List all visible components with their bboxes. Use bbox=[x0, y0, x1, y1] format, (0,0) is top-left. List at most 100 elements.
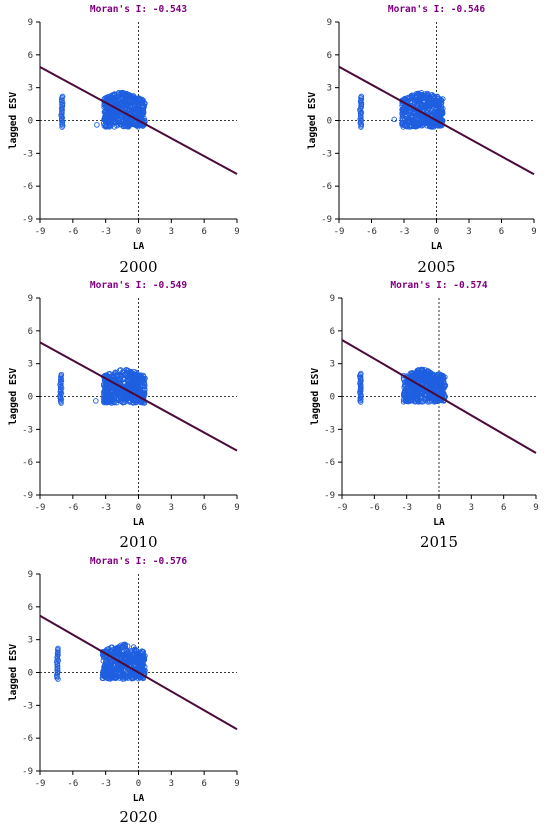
data-point bbox=[109, 669, 115, 676]
data-point bbox=[112, 393, 118, 400]
data-point bbox=[114, 373, 120, 380]
data-point bbox=[408, 370, 415, 377]
y-tick-label: 6 bbox=[327, 51, 332, 61]
data-point bbox=[115, 110, 121, 117]
data-point bbox=[420, 115, 427, 121]
data-point bbox=[120, 101, 126, 108]
data-point bbox=[126, 381, 133, 388]
data-point bbox=[129, 393, 135, 400]
data-point bbox=[103, 389, 110, 395]
x-tick-label: 6 bbox=[201, 503, 206, 513]
data-point bbox=[110, 399, 117, 405]
data-point bbox=[139, 649, 146, 655]
data-point bbox=[391, 116, 398, 123]
y-tick-label: 6 bbox=[28, 603, 33, 613]
y-tick-label: 9 bbox=[28, 18, 33, 28]
y-tick-label: 9 bbox=[327, 18, 332, 28]
x-tick-label: -3 bbox=[401, 503, 412, 513]
y-axis-label: lagged ESV bbox=[310, 368, 321, 425]
data-point bbox=[123, 369, 130, 376]
data-point bbox=[109, 397, 115, 404]
data-point bbox=[427, 95, 434, 102]
data-point bbox=[415, 371, 421, 377]
scatter-points bbox=[357, 366, 449, 405]
x-tick-label: -6 bbox=[67, 503, 78, 513]
data-point bbox=[122, 120, 129, 126]
data-point bbox=[426, 395, 433, 402]
data-point bbox=[420, 398, 427, 405]
x-axis-label: LA bbox=[431, 241, 443, 252]
y-tick-label: -9 bbox=[22, 215, 33, 225]
data-point bbox=[139, 648, 145, 654]
data-point bbox=[419, 118, 426, 124]
chart-title: Moran's I: -0.576 bbox=[90, 556, 188, 567]
y-tick-label: 6 bbox=[330, 327, 335, 337]
y-tick-label: 9 bbox=[28, 570, 33, 580]
data-point bbox=[122, 667, 129, 673]
data-point bbox=[136, 398, 142, 405]
data-point bbox=[117, 96, 124, 102]
x-tick-label: 9 bbox=[234, 227, 239, 237]
scatter-points bbox=[57, 366, 148, 406]
data-point bbox=[129, 371, 136, 378]
data-point bbox=[124, 674, 130, 680]
data-point bbox=[399, 102, 405, 109]
y-tick-label: -3 bbox=[22, 425, 33, 435]
y-tick-label: 3 bbox=[28, 360, 33, 370]
data-point bbox=[411, 398, 418, 405]
data-point bbox=[115, 397, 121, 404]
data-point bbox=[437, 98, 443, 105]
data-point bbox=[426, 122, 433, 129]
data-point bbox=[141, 374, 147, 380]
data-point bbox=[121, 369, 127, 375]
x-tick-label: 0 bbox=[436, 503, 441, 513]
x-tick-label: -3 bbox=[100, 779, 111, 789]
x-tick-label: -3 bbox=[100, 503, 111, 513]
x-tick-label: 6 bbox=[201, 227, 206, 237]
chart-title: Moran's I: -0.574 bbox=[390, 280, 488, 291]
data-point bbox=[129, 670, 135, 677]
data-point bbox=[357, 374, 364, 380]
x-tick-label: -9 bbox=[334, 227, 345, 237]
x-tick-label: -3 bbox=[399, 227, 410, 237]
panel-caption: 2005 bbox=[417, 258, 455, 276]
x-tick-label: 3 bbox=[466, 227, 471, 237]
data-point bbox=[102, 392, 109, 398]
data-point bbox=[136, 674, 142, 680]
data-point bbox=[109, 644, 115, 650]
data-point bbox=[130, 652, 137, 658]
x-tick-label: 6 bbox=[499, 227, 504, 237]
data-point bbox=[131, 121, 137, 128]
scatter-panel-2015: -9 -6 -3 0 3 6 9 9 6 3 0 -3 -6 -9 Moran's I: -0.574 LA l… bbox=[310, 280, 539, 551]
data-point bbox=[109, 674, 116, 681]
data-point bbox=[110, 650, 116, 656]
scatter-panel-2005: -9 -6 -3 0 3 6 9 9 6 3 0 -3 -6 -9 Moran's I: -0.546 LA l… bbox=[307, 4, 537, 276]
data-point bbox=[119, 99, 125, 105]
y-tick-label: 0 bbox=[28, 669, 33, 679]
x-tick-label: 0 bbox=[136, 779, 141, 789]
data-point bbox=[125, 660, 131, 666]
y-tick-label: 6 bbox=[28, 51, 33, 61]
data-point bbox=[139, 389, 146, 396]
y-tick-label: 0 bbox=[28, 393, 33, 403]
data-point bbox=[105, 668, 112, 675]
panel-caption: 2020 bbox=[119, 808, 157, 826]
data-point bbox=[433, 102, 439, 109]
data-point bbox=[436, 99, 442, 106]
data-point bbox=[402, 96, 409, 103]
y-tick-label: -9 bbox=[22, 767, 33, 777]
data-point bbox=[105, 106, 112, 113]
data-point bbox=[423, 101, 430, 108]
data-point bbox=[119, 643, 126, 650]
x-tick-label: 3 bbox=[169, 503, 174, 513]
data-point bbox=[405, 375, 411, 382]
scatter-panel-2000: -9 -6 -3 0 3 6 9 9 6 3 0 -3 -6 -9 Moran's I: -0.543 LA l… bbox=[8, 4, 240, 276]
data-point bbox=[438, 100, 445, 106]
regression-line bbox=[39, 341, 238, 452]
data-point bbox=[120, 375, 127, 382]
data-point bbox=[59, 114, 66, 121]
scatter-points bbox=[53, 641, 148, 682]
y-tick-label: -3 bbox=[22, 149, 33, 159]
data-point bbox=[409, 394, 416, 400]
